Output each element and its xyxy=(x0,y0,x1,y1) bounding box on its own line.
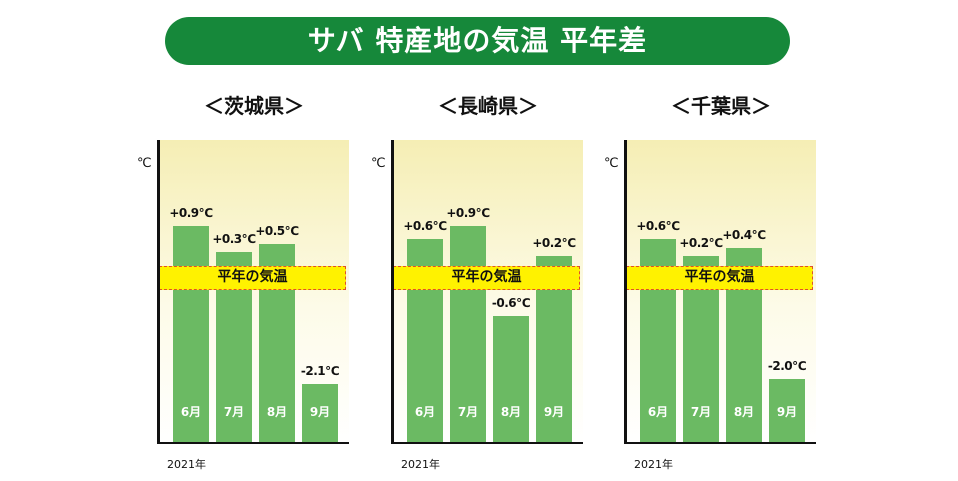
chart-title: サバ 特産地の気温 平年差 xyxy=(165,17,790,65)
bar-value-label: +0.9℃ xyxy=(169,206,213,221)
month-label: 9月 xyxy=(543,405,565,419)
bar-value-label: +0.9℃ xyxy=(446,206,490,221)
y-axis xyxy=(157,140,160,444)
year-label: 2021年 xyxy=(401,458,440,471)
bar-value-label: +0.6℃ xyxy=(403,219,447,234)
month-label: 9月 xyxy=(776,405,798,419)
month-label: 6月 xyxy=(647,405,669,419)
bar-value-label: +0.5℃ xyxy=(255,223,299,238)
y-axis xyxy=(624,140,627,444)
bar-value-label: +0.4℃ xyxy=(722,227,766,242)
bar-value-label: +0.3℃ xyxy=(212,232,256,247)
chart-panel: ＜茨城県＞ +0.9℃ 6月 +0.3℃ 7月 +0.5℃ 8月 -2.1℃ 9月 平年の気温 ℃ 2… xyxy=(137,90,367,480)
month-label: 7月 xyxy=(223,405,245,419)
year-label: 2021年 xyxy=(634,458,673,471)
bar-value-label: -0.6℃ xyxy=(491,296,531,310)
y-axis-unit: ℃ xyxy=(137,156,152,171)
reference-band: 平年の気温 xyxy=(393,266,580,290)
month-label: 9月 xyxy=(309,405,331,419)
month-label: 7月 xyxy=(690,405,712,419)
bar-value-label: -2.0℃ xyxy=(767,359,807,373)
x-axis xyxy=(391,442,583,444)
month-label: 8月 xyxy=(266,405,288,419)
panel-title: ＜茨城県＞ xyxy=(204,94,304,118)
month-label: 6月 xyxy=(180,405,202,419)
bar xyxy=(302,383,338,443)
reference-band: 平年の気温 xyxy=(626,266,813,290)
bar xyxy=(450,226,486,443)
bar xyxy=(493,316,529,443)
month-label: 7月 xyxy=(457,405,479,419)
month-label: 8月 xyxy=(733,405,755,419)
year-label: 2021年 xyxy=(167,458,206,471)
y-axis-unit: ℃ xyxy=(604,156,619,171)
y-axis-unit: ℃ xyxy=(371,156,386,171)
x-axis xyxy=(157,442,349,444)
month-label: 6月 xyxy=(414,405,436,419)
month-label: 8月 xyxy=(500,405,522,419)
bar-value-label: +0.2℃ xyxy=(532,236,576,251)
panel-title: ＜千葉県＞ xyxy=(671,94,771,118)
bar-value-label: -2.1℃ xyxy=(300,363,340,378)
bar xyxy=(769,379,805,443)
bar-value-label: +0.6℃ xyxy=(636,219,680,234)
reference-band: 平年の気温 xyxy=(159,266,346,290)
chart-panel: ＜長崎県＞ +0.6℃ 6月 +0.9℃ 7月 -0.6℃ 8月 +0.2℃ 9月 平年の気温 ℃ 2… xyxy=(371,90,601,480)
x-axis xyxy=(624,442,816,444)
panel-title: ＜長崎県＞ xyxy=(438,94,538,118)
bar-value-label: +0.2℃ xyxy=(679,236,723,251)
y-axis xyxy=(391,140,394,444)
chart-panel: ＜千葉県＞ +0.6℃ 6月 +0.2℃ 7月 +0.4℃ 8月 -2.0℃ 9月 平年の気温 ℃ 2… xyxy=(604,90,834,480)
bar xyxy=(173,226,209,443)
